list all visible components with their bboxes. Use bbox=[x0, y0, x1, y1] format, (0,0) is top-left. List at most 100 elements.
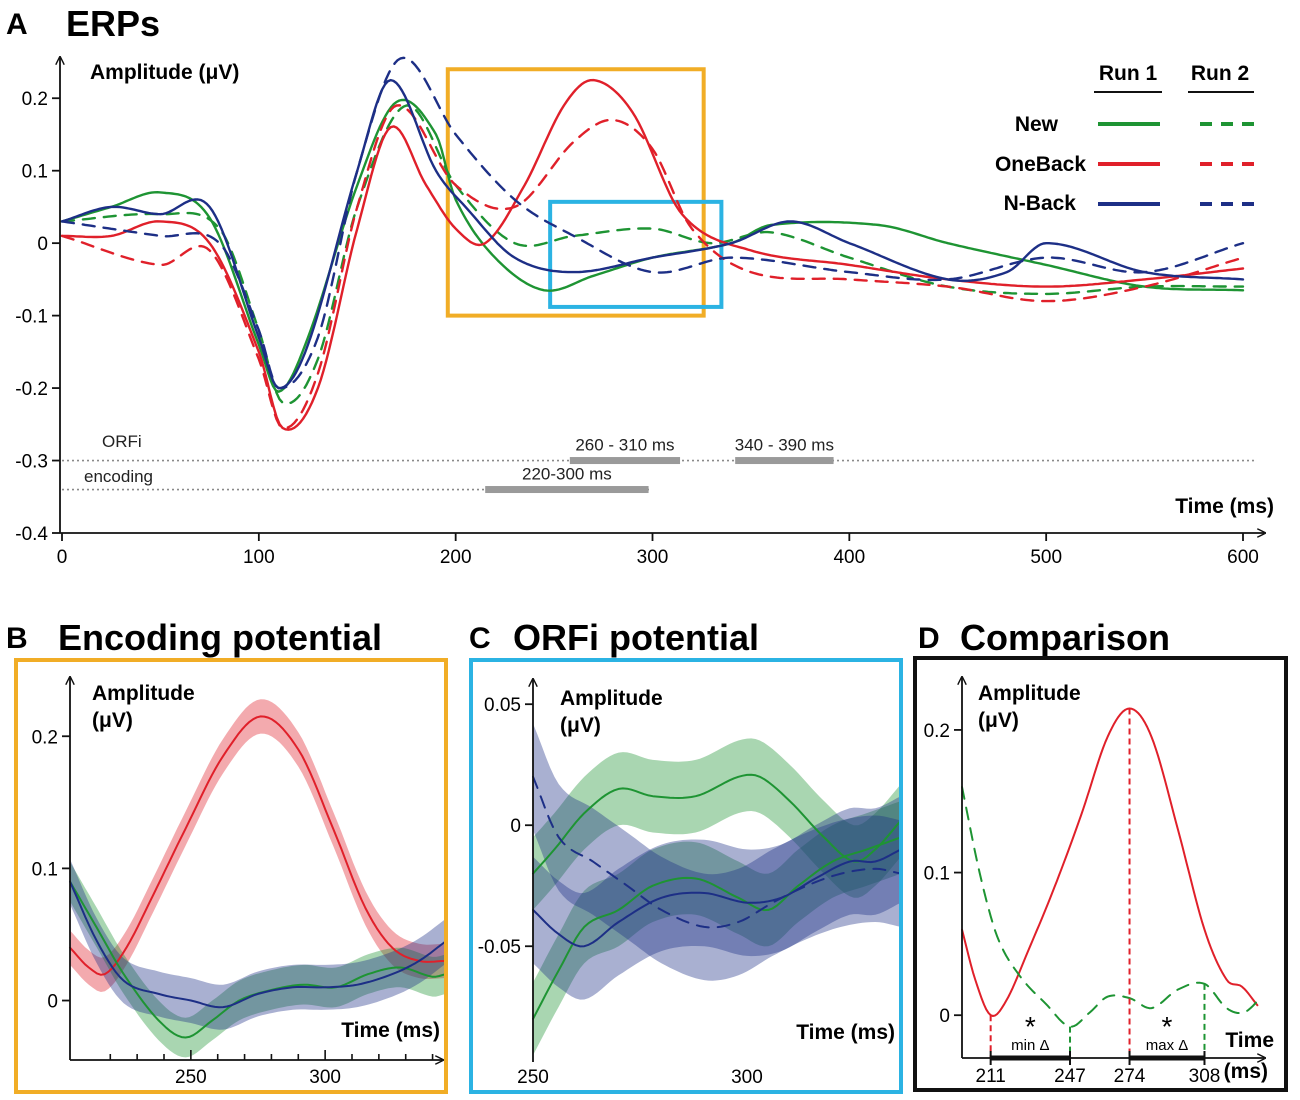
panel-b-label: B bbox=[6, 622, 28, 655]
x-tick-label-1: 300 bbox=[731, 1067, 763, 1088]
orfi-window-bar-1 bbox=[569, 457, 681, 465]
x-tick-label-2: 274 bbox=[1114, 1066, 1146, 1087]
band-nback bbox=[70, 859, 444, 1030]
y-tick-label-1: 0.1 bbox=[32, 859, 58, 880]
band-oneback bbox=[70, 699, 444, 992]
y-tick-label-0: 0.2 bbox=[22, 89, 48, 110]
line-nback bbox=[69, 880, 444, 1009]
panel-a-lines bbox=[60, 56, 1245, 431]
y-tick-label-3: -0.1 bbox=[15, 307, 48, 328]
orfi-window-box bbox=[548, 199, 724, 309]
panel-d-y-label-2: (μV) bbox=[978, 709, 1019, 732]
y-tick-label-1: 0 bbox=[510, 816, 521, 837]
x-tick-label-1: 300 bbox=[309, 1067, 341, 1088]
band-new bbox=[70, 861, 444, 1058]
panel-b-y-label-2: (μV) bbox=[92, 709, 133, 732]
line-oneback-run2-dashed bbox=[60, 104, 1245, 430]
band-nback-run1 bbox=[533, 797, 899, 1000]
panel-a-legend: Run 1 Run 2 New OneBack N-Back bbox=[995, 62, 1254, 215]
panel-b-x-ticks: 250 300 bbox=[109, 1050, 434, 1088]
y-tick-label-2: 0 bbox=[37, 234, 48, 255]
bracket-label-0: min Δ bbox=[1011, 1037, 1049, 1054]
y-tick-label-2: 0 bbox=[47, 992, 58, 1013]
line-nback-run2-dashed bbox=[532, 775, 899, 929]
line-nback-run1 bbox=[60, 78, 1245, 390]
panel-d-frame bbox=[913, 656, 1288, 1092]
panel-d-x-label-2: (ms) bbox=[1224, 1060, 1268, 1083]
encoding-window-bar bbox=[485, 486, 649, 494]
legend-run2-header: Run 2 bbox=[1191, 62, 1249, 85]
line-oneback-run1 bbox=[60, 78, 1245, 431]
band-new-run1 bbox=[533, 738, 899, 910]
x-tick-label-1: 100 bbox=[243, 547, 275, 568]
panel-c-x-label: Time (ms) bbox=[796, 1021, 895, 1044]
panel-d-lines bbox=[961, 707, 1263, 1058]
panel-d-x-label-1: Time bbox=[1225, 1029, 1274, 1052]
bracket-star-0: * bbox=[1025, 1011, 1036, 1042]
orfi-window-label-1: 260 - 310 ms bbox=[575, 436, 674, 455]
panel-b-lines bbox=[69, 715, 444, 1039]
panel-d-brackets: *min Δ*max Δ bbox=[989, 1011, 1206, 1065]
x-tick-label-3: 300 bbox=[637, 547, 669, 568]
panel-b-y-label-1: Amplitude bbox=[92, 682, 195, 705]
y-tick-label-0: 0.2 bbox=[924, 721, 950, 742]
line-oneback bbox=[961, 707, 1259, 1017]
panel-b-title: Encoding potential bbox=[58, 617, 382, 658]
orfi-window-bar-2 bbox=[735, 457, 834, 465]
panel-c-y-label-1: Amplitude bbox=[560, 687, 663, 710]
y-tick-label-1: 0.1 bbox=[924, 864, 950, 885]
x-tick-label-0: 250 bbox=[175, 1067, 207, 1088]
panel-d-y-label-1: Amplitude bbox=[978, 682, 1081, 705]
panel-d-y-ticks: 0.2 0.1 0 bbox=[924, 721, 962, 1027]
y-tick-label-1: 0.1 bbox=[22, 162, 48, 183]
panel-a-label: A bbox=[6, 8, 28, 41]
bracket-label-1: max Δ bbox=[1146, 1037, 1189, 1054]
x-tick-label-0: 0 bbox=[57, 547, 68, 568]
x-tick-label-3: 308 bbox=[1189, 1066, 1221, 1087]
panel-c-title: ORFi potential bbox=[513, 617, 759, 658]
line-nback-run1 bbox=[532, 849, 899, 948]
panel-d-label: D bbox=[918, 622, 940, 655]
x-tick-label-0: 211 bbox=[976, 1066, 1006, 1087]
panel-c-x-ticks: 250 300 bbox=[517, 1067, 763, 1088]
x-tick-label-4: 400 bbox=[833, 547, 865, 568]
window-boxes bbox=[445, 67, 724, 318]
y-tick-label-5: -0.3 bbox=[15, 452, 48, 473]
panel-b: B Encoding potential 0.2 0.1 0 250 300 Ampl… bbox=[6, 617, 448, 1094]
y-tick-label-2: -0.05 bbox=[478, 937, 521, 958]
panel-b-bands bbox=[70, 699, 444, 1058]
line-new-run2-dashed bbox=[60, 104, 1245, 405]
y-tick-label-6: -0.4 bbox=[15, 524, 48, 545]
panel-d-x-ticks: 211 247 274 308 bbox=[976, 1066, 1221, 1087]
panel-a-title: ERPs bbox=[66, 3, 160, 44]
y-tick-label-4: -0.2 bbox=[15, 379, 48, 400]
legend-new-label: New bbox=[1015, 113, 1059, 136]
panel-c: C ORFi potential 0.05 0 -0.05 250 300 Ampli… bbox=[469, 617, 903, 1094]
x-tick-label-1: 247 bbox=[1054, 1066, 1086, 1087]
legend-oneback-label: OneBack bbox=[995, 153, 1086, 176]
bracket-star-1: * bbox=[1162, 1011, 1173, 1042]
line-new-dashed bbox=[961, 786, 1263, 1028]
encoding-label: encoding bbox=[84, 467, 153, 486]
x-tick-label-5: 500 bbox=[1030, 547, 1062, 568]
y-tick-label-2: 0 bbox=[939, 1006, 950, 1027]
panel-c-y-ticks: 0.05 0 -0.05 bbox=[478, 695, 533, 958]
panel-c-bands bbox=[533, 723, 899, 1056]
x-tick-label-6: 600 bbox=[1227, 547, 1259, 568]
encoding-window-label: 220-300 ms bbox=[522, 465, 612, 484]
panel-a: A ERPs 0.2 0.1 0 -0.1 -0.2 -0.3 -0.4 0 100 200 30… bbox=[6, 3, 1274, 568]
x-tick-label-0: 250 bbox=[517, 1067, 549, 1088]
line-new-run2 bbox=[532, 836, 899, 1020]
line-oneback bbox=[69, 715, 444, 976]
y-tick-label-0: 0.2 bbox=[32, 727, 58, 748]
panel-d-title: Comparison bbox=[960, 617, 1170, 658]
line-new-run1 bbox=[532, 773, 899, 875]
panel-a-x-ticks: 0 100 200 300 400 500 600 bbox=[57, 533, 1259, 568]
panel-c-y-label-2: (μV) bbox=[560, 714, 601, 737]
panel-b-frame bbox=[14, 658, 448, 1094]
x-tick-label-2: 200 bbox=[440, 547, 472, 568]
orfi-label: ORFi bbox=[102, 432, 142, 451]
panel-c-lines bbox=[532, 773, 899, 1020]
panel-a-y-label: Amplitude (μV) bbox=[90, 61, 239, 84]
orfi-window-label-2: 340 - 390 ms bbox=[735, 436, 834, 455]
